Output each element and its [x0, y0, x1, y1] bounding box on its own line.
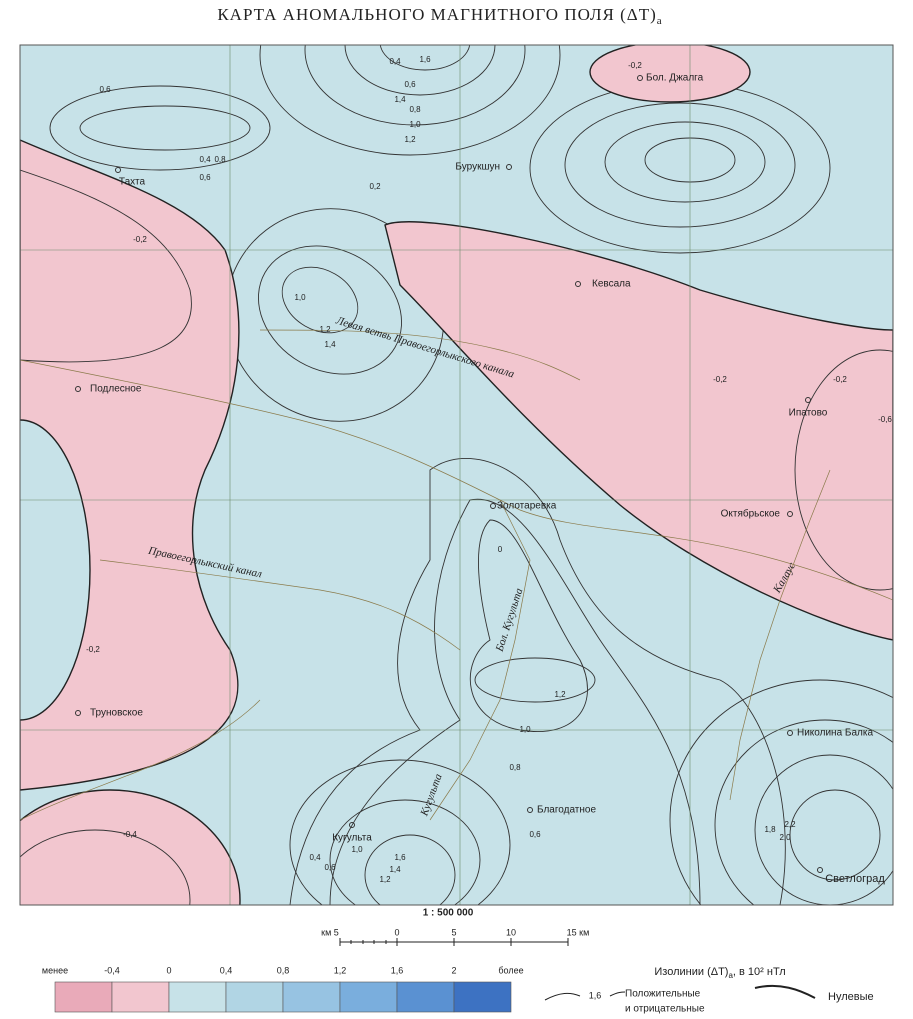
isoline-positive-negative: Положительные	[625, 989, 701, 1000]
contour-label: 1,2	[319, 325, 331, 334]
scale-ratio: 1 : 500 000	[423, 908, 474, 919]
isolines-unit: , в 10² нТл	[733, 966, 786, 978]
legend-label: 2	[451, 965, 456, 975]
legend: менее -0,4 0 0,4 0,8 1,2 1,6 2 более	[42, 965, 524, 1013]
contour-label: 0,6	[404, 80, 416, 89]
zero-isoline-label: Нулевые	[828, 991, 874, 1003]
legend-label: -0,4	[104, 965, 120, 975]
contour-label: -0,4	[123, 830, 137, 839]
title-text: КАРТА АНОМАЛЬНОГО МАГНИТНОГО ПОЛЯ	[217, 5, 615, 24]
isoline-sample-value: 1,6	[589, 990, 602, 1000]
legend-swatch	[282, 981, 341, 1013]
contour-label: 0,4	[389, 57, 401, 66]
legend-swatch	[111, 981, 170, 1013]
contour-label: 0,6	[99, 85, 111, 94]
contour-label: 1,2	[404, 135, 416, 144]
blue-anomalies	[49, 45, 893, 905]
places: Тахта Бурукшун Бол. Джалга Кевсала Подле…	[75, 73, 885, 885]
scale-label: 10	[506, 927, 516, 937]
legend-swatch	[339, 981, 398, 1013]
contour-label: 1,0	[351, 845, 363, 854]
contour-label: 1,6	[394, 853, 406, 862]
contour-label: 0,6	[529, 830, 541, 839]
contour-label: 0,8	[409, 105, 421, 114]
place-label: Бол. Джалга	[646, 73, 704, 84]
place-label: Подлесное	[90, 384, 142, 395]
legend-swatch	[453, 981, 512, 1013]
contour-label: 0	[498, 545, 503, 554]
contour-label: 2,2	[784, 820, 796, 829]
place-label: Николина Балка	[797, 728, 873, 739]
isolines-symbol: Изолинии (ΔT)	[654, 966, 728, 978]
negative-anomalies	[20, 45, 893, 905]
legend-label: 1,2	[334, 965, 347, 975]
place-label: Светлоград	[825, 873, 885, 885]
contour-label: -0,6	[878, 415, 892, 424]
legend-swatch	[168, 981, 227, 1013]
scale-label: 5	[451, 927, 456, 937]
scale-bar	[339, 938, 569, 946]
grid	[20, 45, 893, 905]
isolines-title: Изолинии (ΔT)a, в 10² нТл	[654, 966, 785, 980]
contour-label: 2,0	[779, 833, 791, 842]
contour-label: 0,6	[324, 863, 336, 872]
place-label: Кугульта	[332, 833, 372, 844]
contour-label: 1,6	[419, 55, 431, 64]
contour-label: 1,4	[389, 865, 401, 874]
contour-labels: 0,40,60,81,01,21,41,60,2-0,20,40,60,81,0…	[86, 55, 892, 884]
legend-label: более	[498, 965, 523, 975]
title: КАРТА АНОМАЛЬНОГО МАГНИТНОГО ПОЛЯ (ΔT)a	[217, 5, 662, 27]
legend-swatch	[54, 981, 113, 1013]
legend-label: 0,8	[277, 965, 290, 975]
scale-label: 15 км	[567, 927, 590, 937]
contour-label: -0,2	[86, 645, 100, 654]
isoline-positive-negative: и отрицательные	[625, 1004, 705, 1015]
zero-isoline-sample	[754, 984, 816, 999]
isoline-sample	[544, 991, 626, 1001]
title-subscript: a	[657, 15, 663, 27]
isolines-subscript: a	[728, 971, 733, 980]
scale-label: 0	[394, 927, 399, 937]
contour-label: 1,0	[409, 120, 421, 129]
contour-label: 1,8	[764, 825, 776, 834]
place-label: Кевсала	[592, 279, 631, 290]
contour-label: 0,4	[199, 155, 211, 164]
contour-label: -0,2	[833, 375, 847, 384]
legend-label: менее	[42, 965, 68, 975]
contour-label: 1,4	[394, 95, 406, 104]
legend-label: 0	[166, 965, 171, 975]
contour-label: 1,2	[554, 690, 566, 699]
contour-label: -0,2	[713, 375, 727, 384]
contour-label: -0,2	[133, 235, 147, 244]
legend-swatch	[396, 981, 455, 1013]
title-symbol: (ΔT)	[620, 5, 657, 24]
contour-label: 1,2	[379, 875, 391, 884]
contour-label: 1,0	[294, 293, 306, 302]
rivers-roads	[20, 329, 893, 821]
place-label: Благодатное	[537, 805, 596, 816]
place-label: Октябрьское	[721, 508, 781, 520]
legend-swatch	[225, 981, 284, 1013]
place-label: Золотаревка	[497, 501, 557, 512]
legend-label: 1,6	[391, 965, 404, 975]
contour-label: 0,8	[509, 763, 521, 772]
contour-label: 1,0	[519, 725, 531, 734]
contour-label: 0,4	[309, 853, 321, 862]
scale-label: км 5	[321, 927, 339, 937]
legend-label: 0,4	[220, 965, 233, 975]
place-label: Бурукшун	[455, 162, 500, 173]
contour-label: 0,6	[199, 173, 211, 182]
place-label: Тахта	[119, 177, 146, 188]
contour-label: -0,2	[628, 61, 642, 70]
contour-label: 0,2	[369, 182, 381, 191]
place-label: Ипатово	[789, 408, 828, 419]
place-label: Труновское	[90, 708, 143, 719]
contour-label: 0,8	[214, 155, 226, 164]
scale-labels: км 5 0 5 10 15 км	[321, 927, 589, 937]
map-frame	[19, 44, 894, 906]
contour-label: 1,4	[324, 340, 336, 349]
